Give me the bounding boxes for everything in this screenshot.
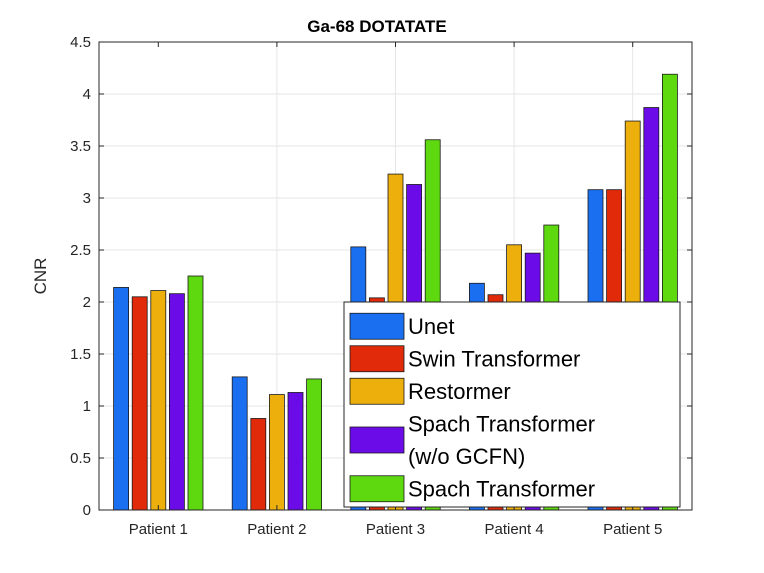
y-tick-label: 3.5	[70, 138, 91, 155]
x-tick-label: Patient 3	[366, 521, 425, 538]
y-tick-label: 2	[83, 294, 91, 311]
legend-label: Swin Transformer	[408, 347, 580, 372]
legend-label: Unet	[408, 314, 454, 339]
bar-swin-transformer-patient-2	[250, 418, 267, 511]
legend-swatch	[349, 426, 405, 454]
legend: Unet Swin Transformer Restormer Spach Trans…	[343, 301, 681, 508]
y-tick-label: 4.5	[70, 34, 91, 51]
legend-swatch	[349, 312, 405, 340]
y-tick-label: 0.5	[70, 450, 91, 467]
x-tick-label: Patient 2	[247, 521, 306, 538]
bar-spach-transformer-patient-1	[187, 275, 204, 511]
x-tick-label: Patient 5	[603, 521, 662, 538]
y-tick-label: 0	[83, 502, 91, 519]
legend-swatch	[349, 475, 405, 503]
y-tick-label: 2.5	[70, 242, 91, 259]
bar-restormer-patient-1	[150, 290, 167, 511]
x-tick-label: Patient 4	[484, 521, 543, 538]
chart-title: Ga-68 DOTATATE	[307, 17, 446, 36]
x-tick-label: Patient 1	[129, 521, 188, 538]
y-axis-ticks: 0 0.5 1 1.5 2 2.5 3 3.5 4 4.5	[70, 34, 692, 519]
bar-spach-transformer-patient-2	[306, 378, 323, 511]
y-tick-label: 1	[83, 398, 91, 415]
y-tick-label: 4	[83, 86, 91, 103]
bar-spach-transformer-w-o-gcfn-patient-2	[287, 392, 304, 511]
legend-label: (w/o GCFN)	[408, 444, 525, 469]
bar-unet-patient-1	[113, 287, 129, 511]
bar-swin-transformer-patient-1	[131, 296, 148, 511]
legend-label: Restormer	[408, 379, 511, 404]
legend-label: Spach Transformer	[408, 477, 595, 502]
legend-label: Spach Transformer	[408, 412, 595, 437]
y-axis-label: CNR	[31, 258, 50, 295]
legend-swatch	[349, 377, 405, 405]
legend-swatch	[349, 345, 405, 373]
bar-restormer-patient-2	[268, 394, 285, 511]
bar-spach-transformer-w-o-gcfn-patient-1	[168, 293, 185, 511]
y-tick-label: 1.5	[70, 346, 91, 363]
bar-unet-patient-2	[231, 376, 248, 511]
y-tick-label: 3	[83, 190, 91, 207]
x-axis-ticks: Patient 1 Patient 2 Patient 3 Patient 4 Pati…	[129, 42, 662, 538]
